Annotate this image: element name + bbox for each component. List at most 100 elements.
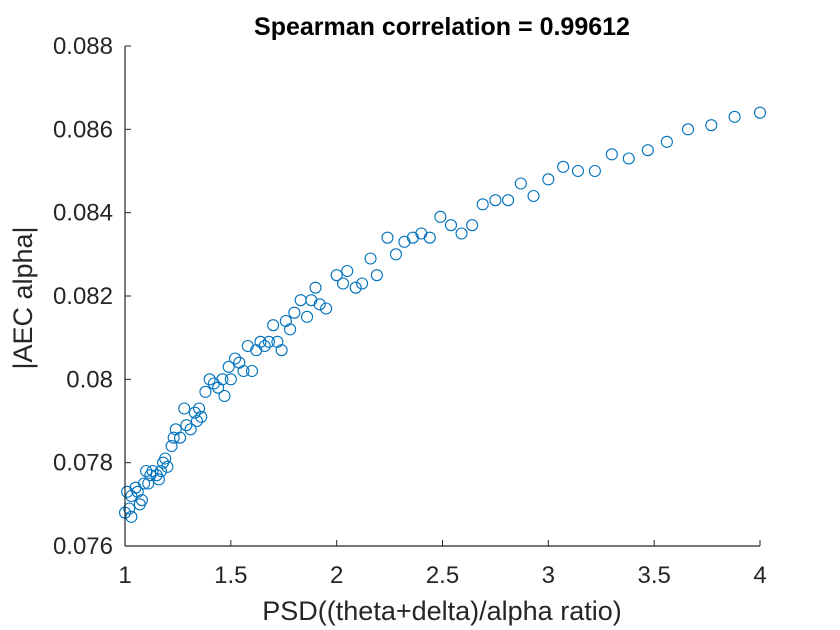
data-point — [588, 164, 601, 178]
data-point — [140, 464, 153, 478]
data-point — [258, 339, 271, 353]
y-tick-label: 0.082 — [53, 283, 113, 310]
data-point — [125, 510, 138, 523]
x-tick-label: 1 — [118, 562, 131, 589]
data-point — [199, 385, 212, 398]
y-tick-label: 0.08 — [66, 366, 113, 393]
data-point — [571, 164, 585, 178]
data-point — [154, 464, 168, 478]
data-point — [605, 148, 618, 161]
data-point — [173, 431, 187, 444]
data-point — [262, 335, 275, 348]
data-point — [250, 344, 263, 357]
data-point — [398, 235, 411, 248]
data-point — [195, 410, 208, 423]
data-point — [389, 248, 402, 261]
data-point — [203, 373, 216, 386]
y-tick-label: 0.086 — [53, 116, 113, 143]
data-point — [142, 477, 155, 490]
data-point — [193, 402, 206, 415]
chart-title: Spearman correlation = 0.99612 — [254, 13, 630, 41]
y-axis-ticks: 0.076 0.078 0.08 0.082 0.084 0.086 0.088 — [53, 33, 131, 560]
data-point — [123, 502, 136, 515]
data-point — [313, 298, 326, 311]
x-axis-label: PSD((theta+delta)/alpha ratio) — [262, 596, 621, 626]
data-point — [254, 335, 267, 348]
x-tick-label: 3.5 — [637, 562, 670, 589]
data-point — [135, 494, 148, 507]
data-point — [237, 364, 250, 378]
data-point — [502, 194, 515, 207]
data-point — [356, 277, 369, 290]
data-point — [542, 173, 555, 186]
data-point — [165, 439, 178, 453]
data-point — [660, 135, 673, 148]
data-point — [489, 194, 502, 207]
data-point — [381, 231, 394, 244]
data-point — [294, 294, 307, 307]
data-point — [216, 373, 229, 386]
data-point — [705, 119, 718, 132]
data-point — [349, 281, 362, 294]
data-point — [476, 198, 489, 211]
x-axis-ticks: 1 1.5 2 2.5 3 3.5 4 — [118, 540, 767, 589]
x-tick-label: 2.5 — [426, 562, 459, 589]
y-tick-label: 0.088 — [53, 33, 113, 60]
y-tick-label: 0.078 — [53, 450, 113, 477]
data-point — [455, 227, 468, 240]
data-point — [224, 373, 237, 386]
data-points — [118, 106, 767, 523]
data-point — [415, 227, 428, 240]
y-tick-label: 0.084 — [53, 200, 113, 227]
data-point — [279, 314, 292, 328]
data-point — [434, 210, 447, 223]
data-point — [305, 294, 318, 307]
data-point — [152, 473, 165, 486]
data-point — [180, 419, 193, 432]
data-point — [466, 219, 479, 232]
x-tick-label: 4 — [753, 562, 766, 589]
data-point — [222, 360, 235, 373]
data-point — [406, 231, 419, 244]
data-point — [188, 406, 201, 419]
y-tick-label: 0.076 — [53, 533, 113, 560]
data-point — [370, 269, 383, 282]
data-point — [190, 414, 204, 428]
data-point — [514, 177, 527, 190]
data-point — [167, 431, 180, 444]
data-point — [641, 144, 654, 157]
data-point — [330, 269, 343, 282]
data-point — [267, 319, 280, 332]
data-point — [681, 123, 695, 136]
data-point — [423, 231, 436, 244]
data-point — [336, 277, 350, 290]
data-point — [178, 402, 191, 415]
data-point — [138, 477, 151, 490]
data-point — [146, 464, 159, 478]
data-point — [284, 323, 297, 336]
x-tick-label: 2 — [330, 562, 343, 589]
data-point — [444, 219, 458, 232]
data-point — [728, 110, 741, 123]
x-tick-label: 3 — [542, 562, 555, 589]
y-axis-label: |AEC alpha| — [8, 226, 38, 369]
data-point — [320, 302, 333, 315]
data-point — [245, 364, 259, 378]
data-point — [364, 252, 377, 265]
data-point — [753, 106, 767, 119]
data-point — [275, 344, 288, 357]
data-point — [184, 423, 197, 436]
data-point — [218, 389, 231, 403]
data-point — [527, 189, 540, 203]
data-point — [309, 281, 322, 294]
data-point — [161, 460, 174, 473]
data-point — [159, 452, 172, 465]
data-point — [288, 306, 301, 319]
x-tick-label: 1.5 — [214, 562, 247, 589]
data-point — [271, 335, 284, 348]
data-point — [341, 264, 354, 278]
data-point — [622, 152, 635, 165]
data-point — [241, 339, 254, 353]
data-point — [300, 310, 314, 323]
